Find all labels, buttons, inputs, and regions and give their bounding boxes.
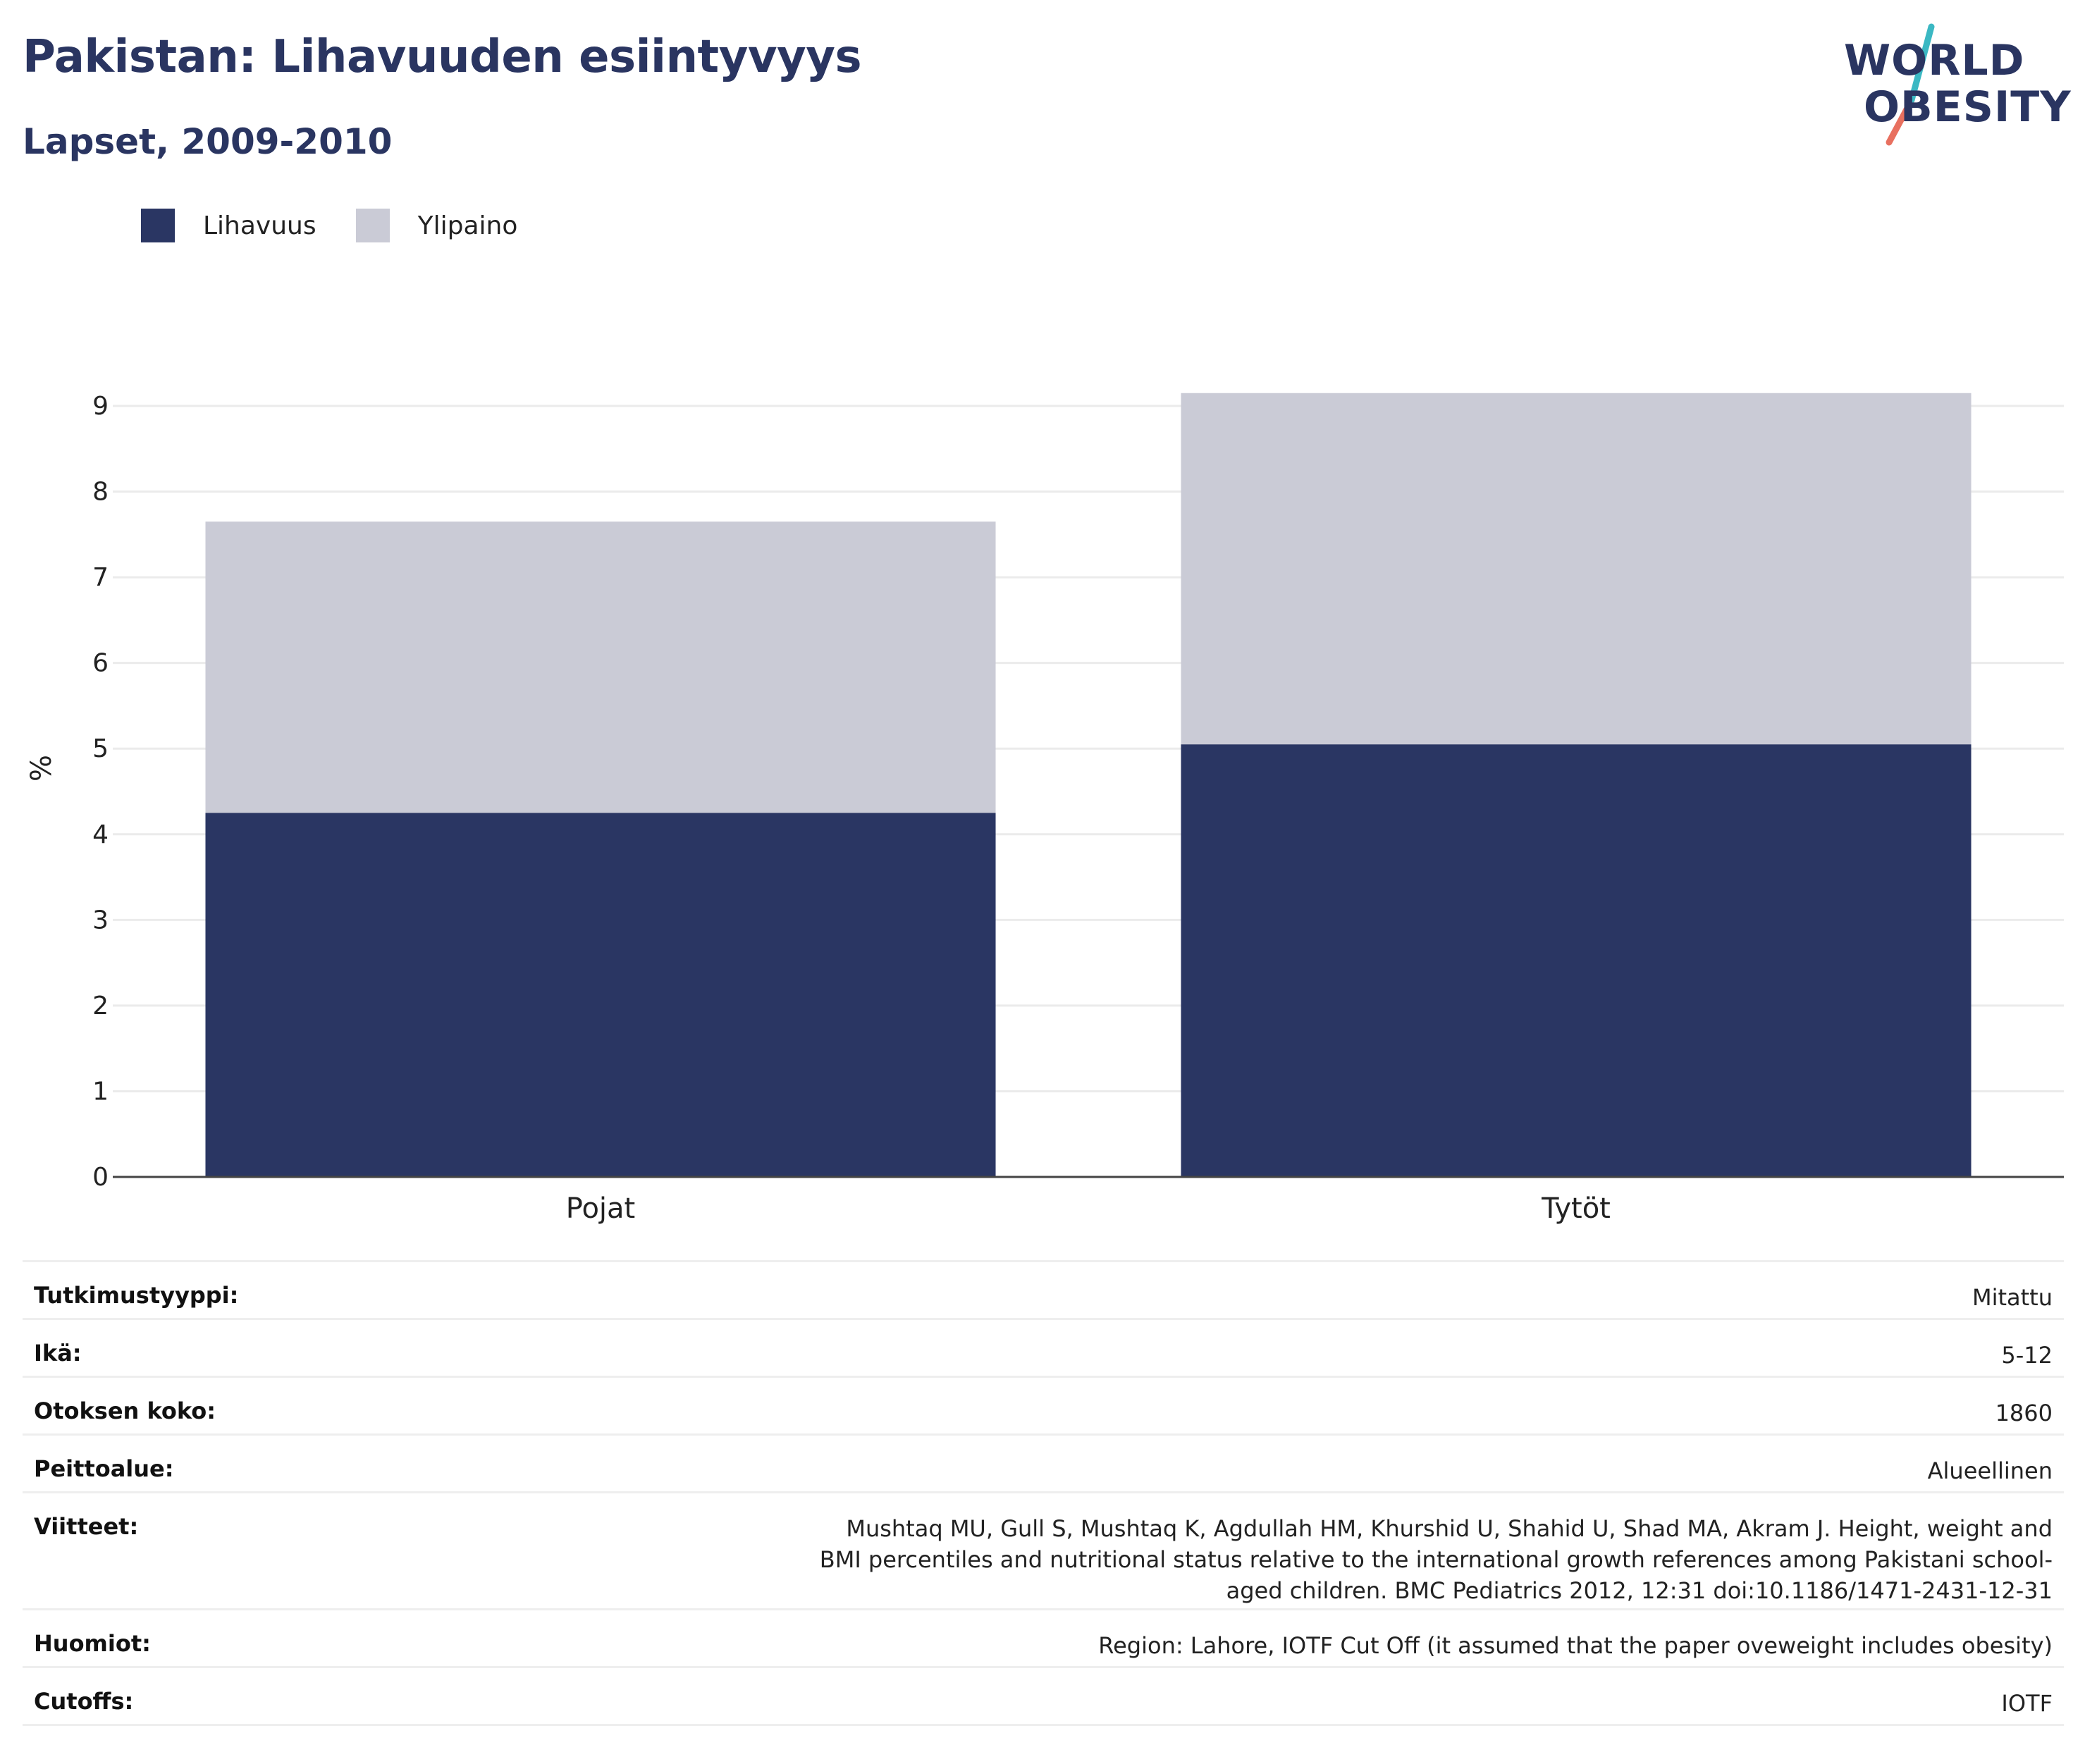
y-tick-label-8: 8 bbox=[92, 478, 109, 507]
logo-text-obesity: OBESITY bbox=[1864, 82, 2072, 132]
y-tick-label-9: 9 bbox=[92, 392, 109, 421]
info-value: 5-12 bbox=[2001, 1342, 2053, 1369]
info-row: Cutoffs: IOTF bbox=[23, 1667, 2064, 1725]
bar-tytöt-ylipaino bbox=[1181, 393, 1972, 745]
info-row: Otoksen koko: 1860 bbox=[23, 1376, 2064, 1435]
info-value: Region: Lahore, IOTF Cut Off (it assumed… bbox=[1098, 1632, 2053, 1659]
bar-chart: 0 1 2 3 4 5 6 7 8 9% Pojat Tytöt bbox=[25, 392, 2064, 1225]
info-key: Ikä: bbox=[34, 1340, 82, 1367]
y-tick-label-5: 5 bbox=[92, 734, 109, 763]
legend-swatch-ylipaino bbox=[355, 209, 390, 242]
info-value: Alueellinen bbox=[1927, 1457, 2053, 1484]
bar-tytöt-lihavuus bbox=[1181, 744, 1972, 1177]
info-value: Mushtaq MU, Gull S, Mushtaq K, Agdullah … bbox=[819, 1515, 2053, 1604]
info-value: 1860 bbox=[1995, 1400, 2053, 1426]
info-row: Ikä: 5-12 bbox=[23, 1319, 2064, 1377]
info-key: Tutkimustyyppi: bbox=[34, 1282, 239, 1309]
info-value: IOTF bbox=[2001, 1690, 2053, 1717]
info-key: Huomiot: bbox=[34, 1630, 151, 1657]
info-row: Viitteet: Mushtaq MU, Gull S, Mushtaq K, … bbox=[23, 1492, 2064, 1610]
info-row: Huomiot: Region: Lahore, IOTF Cut Off (it… bbox=[23, 1609, 2064, 1667]
legend-swatch-lihavuus bbox=[141, 209, 175, 242]
logo-text-world: WORLD bbox=[1844, 36, 2025, 85]
info-key: Cutoffs: bbox=[34, 1688, 134, 1715]
study-info-table: Tutkimustyyppi: Mitattu Ikä: 5-12 Otoksen ko… bbox=[23, 1260, 2064, 1726]
y-tick-label-1: 1 bbox=[92, 1077, 109, 1106]
y-tick-label-6: 6 bbox=[92, 649, 109, 678]
legend-item-lihavuus[interactable]: Lihavuus bbox=[141, 209, 316, 242]
y-tick-label-2: 2 bbox=[92, 992, 109, 1020]
info-key: Otoksen koko: bbox=[34, 1398, 216, 1424]
y-axis-title: % bbox=[25, 755, 58, 782]
legend-label-lihavuus: Lihavuus bbox=[203, 211, 316, 240]
legend-item-ylipaino[interactable]: Ylipaino bbox=[355, 209, 518, 242]
y-tick-label-3: 3 bbox=[92, 906, 109, 935]
x-tick-label-0: Pojat bbox=[566, 1192, 635, 1225]
info-value: Mitattu bbox=[1972, 1284, 2053, 1311]
axes: 0 1 2 3 4 5 6 7 8 9% Pojat Tytöt bbox=[25, 392, 2064, 1225]
y-tick-label-7: 7 bbox=[92, 563, 109, 592]
info-key: Peittoalue: bbox=[34, 1455, 174, 1482]
chart-title: Pakistan: Lihavuuden esiintyvyys bbox=[23, 31, 862, 83]
x-tick-label-1: Tytöt bbox=[1541, 1192, 1611, 1225]
bars bbox=[205, 393, 1972, 1177]
legend-label-ylipaino: Ylipaino bbox=[417, 211, 518, 240]
info-key: Viitteet: bbox=[34, 1513, 139, 1540]
logo-slash-icon bbox=[1886, 23, 1935, 146]
chart-subtitle: Lapset, 2009-2010 bbox=[23, 121, 393, 162]
y-tick-label-4: 4 bbox=[92, 820, 109, 849]
bar-pojat-ylipaino bbox=[205, 522, 996, 813]
info-row: Tutkimustyyppi: Mitattu bbox=[23, 1261, 2064, 1319]
info-row: Peittoalue: Alueellinen bbox=[23, 1434, 2064, 1493]
chart-legend: Lihavuus Ylipaino bbox=[141, 209, 557, 242]
world-obesity-logo: WORLD OBESITY bbox=[1833, 21, 2072, 148]
y-tick-label-0: 0 bbox=[92, 1163, 109, 1192]
bar-pojat-lihavuus bbox=[205, 813, 996, 1177]
